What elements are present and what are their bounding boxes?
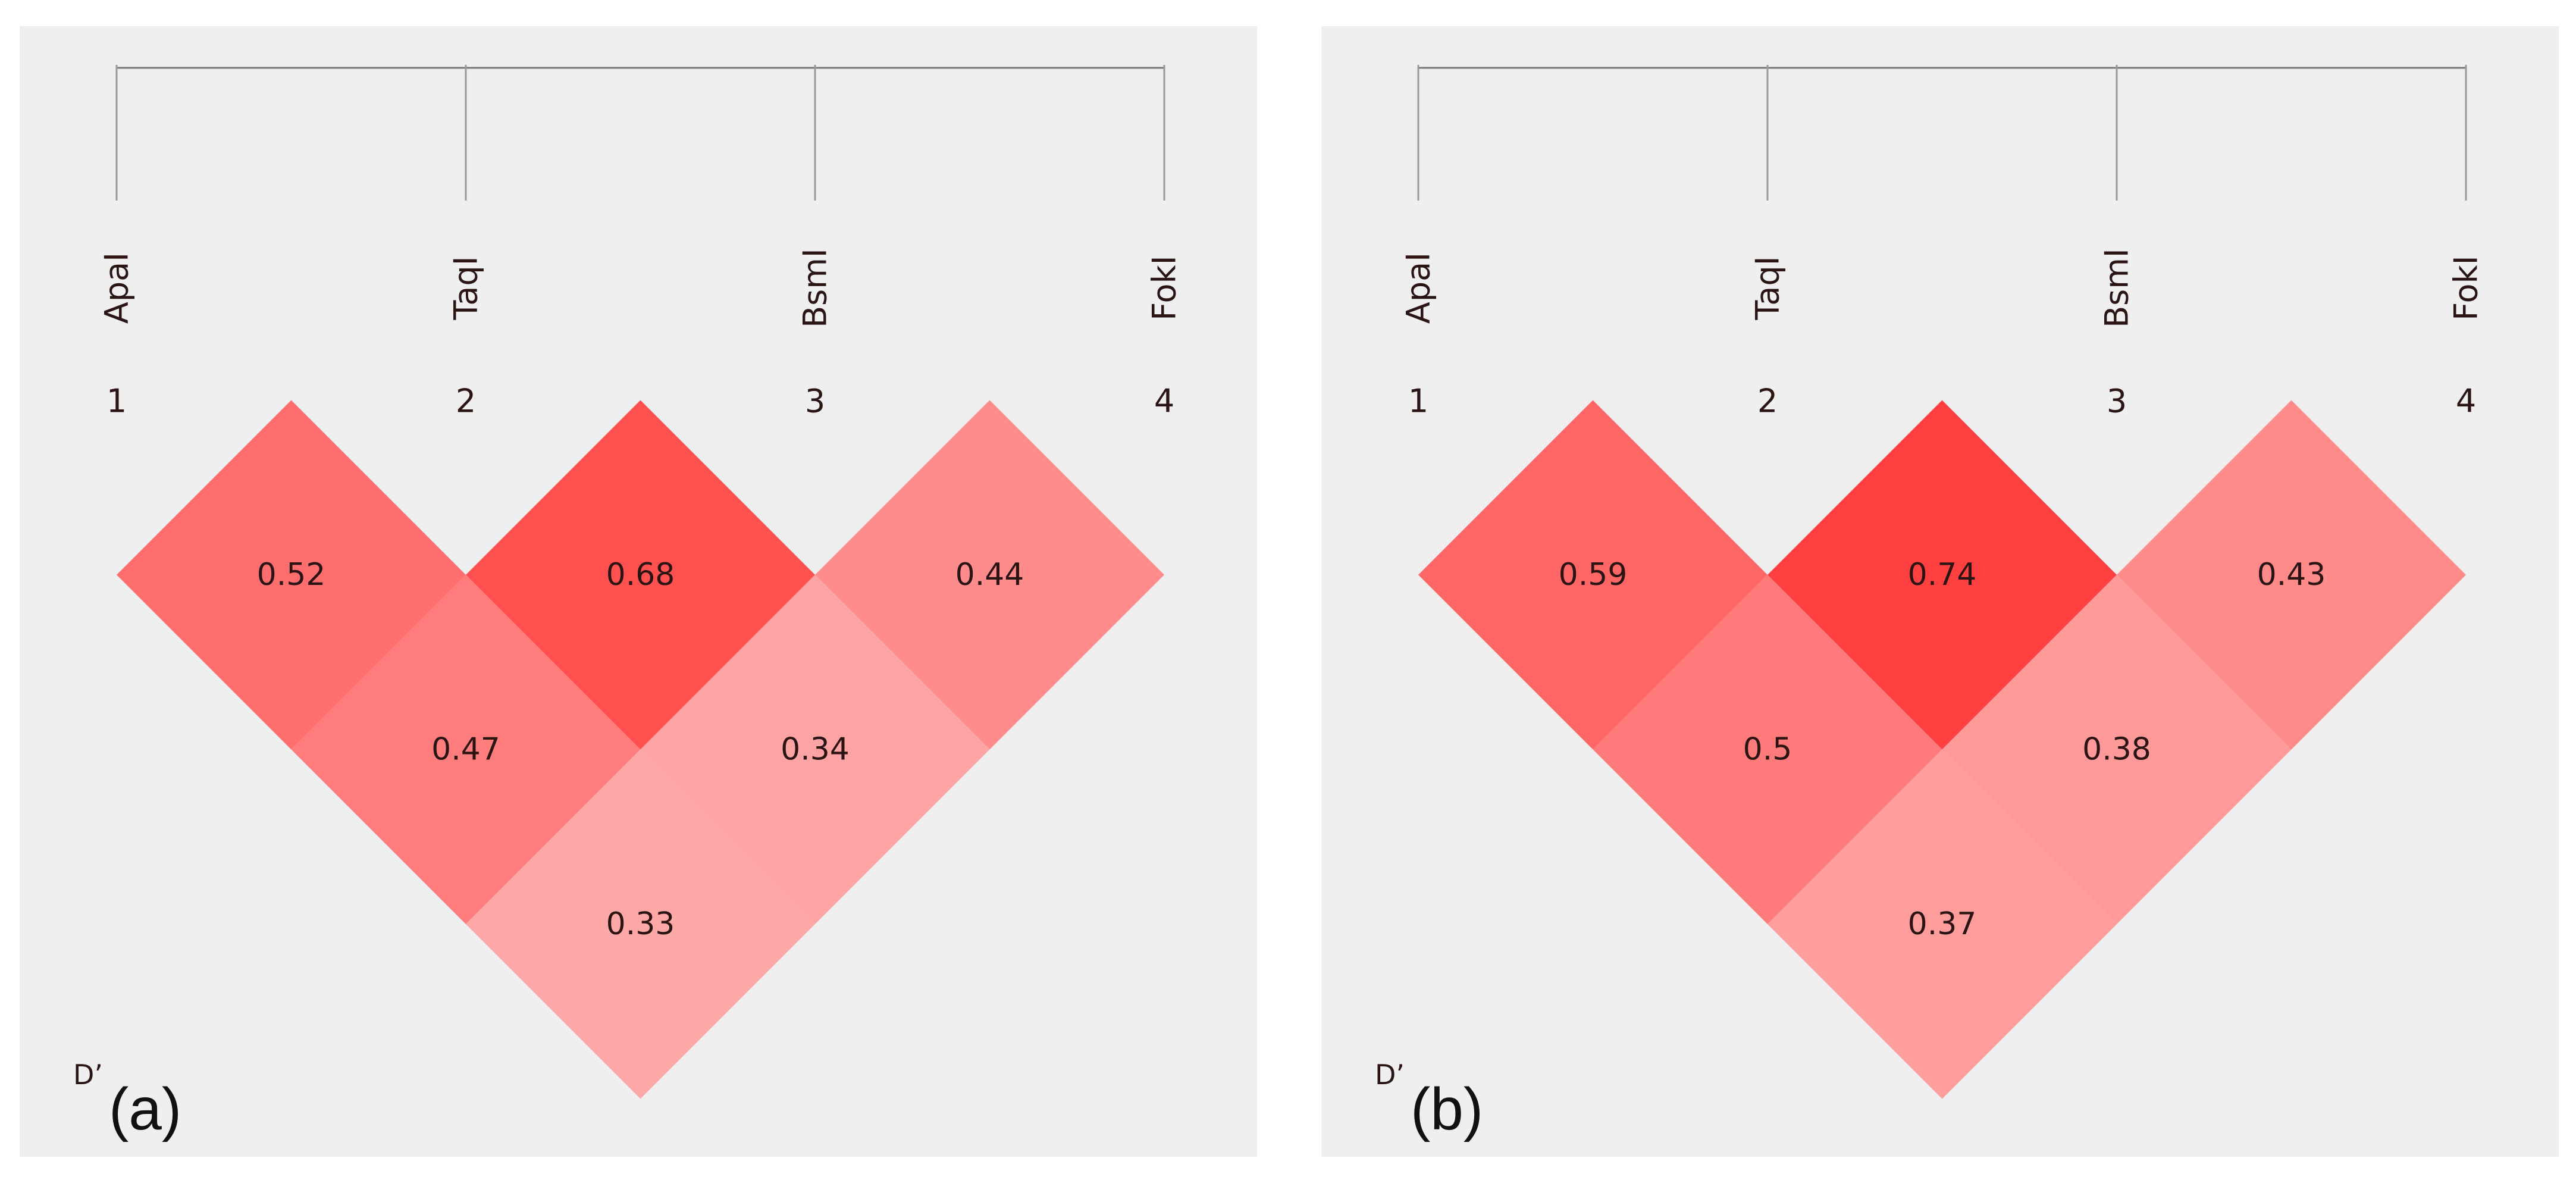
ld-cell-value: 0.59 xyxy=(1559,557,1628,593)
marker-number: 3 xyxy=(805,383,825,420)
ld-cell-value: 0.52 xyxy=(257,557,326,593)
marker-number: 2 xyxy=(1757,383,1778,420)
panel-label-a: (a) xyxy=(109,1076,182,1143)
marker-name-taqi: TaqI xyxy=(447,256,485,320)
ld-cell-value: 0.38 xyxy=(2082,732,2151,768)
ld-cell-value: 0.33 xyxy=(606,906,675,942)
marker-name-foki: FokI xyxy=(1146,255,1183,320)
ld-plot-a: ApaI 1 TaqI 2 BsmI 3 FokI 4 0.52 0.68 0.44 0.47 0.34… xyxy=(98,65,1183,1099)
marker-number: 2 xyxy=(456,383,476,420)
marker-name-bsmi: BsmI xyxy=(2098,248,2136,328)
marker-number: 1 xyxy=(106,383,127,420)
ld-cell-value: 0.37 xyxy=(1908,906,1977,942)
marker-name-apai: ApaI xyxy=(1400,252,1437,324)
marker-number: 4 xyxy=(2456,383,2476,420)
ld-cell-value: 0.43 xyxy=(2257,557,2326,593)
marker-name-taqi: TaqI xyxy=(1749,256,1787,320)
ld-cell-1-4 xyxy=(466,749,815,1099)
marker-name-foki: FokI xyxy=(2447,255,2485,320)
ld-cell-value: 0.47 xyxy=(431,732,500,768)
ld-matrix: 0.59 0.74 0.43 0.5 0.38 0.37 xyxy=(1418,400,2466,1099)
measure-label: D’ xyxy=(73,1059,104,1091)
ld-cell-value: 0.5 xyxy=(1743,732,1792,768)
marker-name-bsmi: BsmI xyxy=(797,248,834,328)
ld-matrix: 0.52 0.68 0.44 0.47 0.34 0.33 xyxy=(117,400,1164,1099)
ld-cell-value: 0.44 xyxy=(955,557,1024,593)
marker-ruler xyxy=(115,65,1165,201)
marker-ruler xyxy=(1417,65,2467,201)
panel-label-b: (b) xyxy=(1411,1076,1484,1143)
marker-number: 4 xyxy=(1154,383,1174,420)
marker-number: 3 xyxy=(2107,383,2127,420)
ld-cell-value: 0.74 xyxy=(1908,557,1977,593)
ld-plot-panel-a: ApaI 1 TaqI 2 BsmI 3 FokI 4 0.52 0.68 0.44 0.47 0.34… xyxy=(20,26,1257,1157)
ld-cell-1-4 xyxy=(1768,749,2117,1099)
marker-name-apai: ApaI xyxy=(98,252,136,324)
measure-label: D’ xyxy=(1375,1059,1405,1091)
ld-plot-panel-b: ApaI 1 TaqI 2 BsmI 3 FokI 4 0.59 0.74 0.43 0.5 0.38 0… xyxy=(1321,26,2559,1157)
marker-number: 1 xyxy=(1408,383,1428,420)
ld-cell-value: 0.34 xyxy=(781,732,850,768)
ld-cell-value: 0.68 xyxy=(606,557,675,593)
